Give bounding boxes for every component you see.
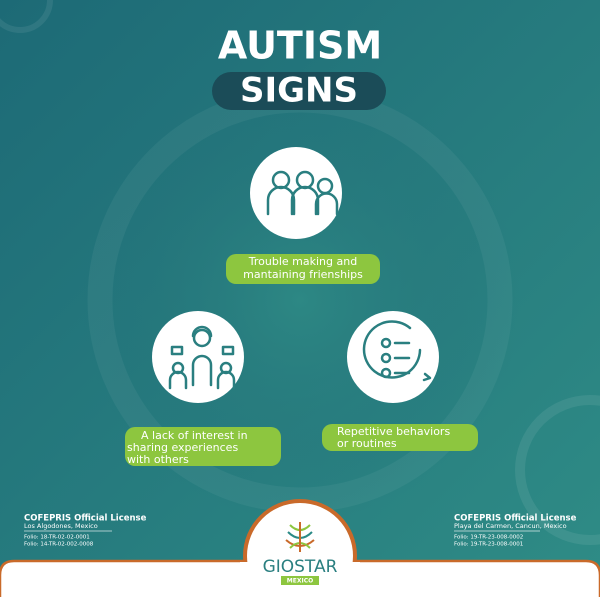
license-folio: Folio: 14-TR-02-002-0008: [24, 542, 94, 548]
routine-icon: [362, 320, 432, 382]
title: SIGNS: [240, 71, 358, 111]
label-pill: [226, 254, 380, 284]
sign-label: Repetitive behaviors: [337, 425, 450, 438]
sign-label: Trouble making and: [248, 255, 357, 268]
sign-label: mantaining frienships: [243, 268, 363, 281]
logo-emblem: [285, 522, 315, 552]
logo-tag: [281, 576, 319, 585]
label-pill: [125, 427, 281, 466]
sign-label: or routines: [337, 437, 397, 450]
license-location: Playa del Carmen, Cancun, Mexico: [454, 522, 567, 530]
sign-label: sharing experiences: [127, 441, 238, 454]
license-title: COFEPRIS Official License: [24, 514, 147, 524]
title: AUTISM: [218, 24, 382, 68]
friends-icon: [266, 170, 339, 216]
logo-country: MEXICO: [287, 578, 313, 585]
license-folio: Folio: 18-TR-02-02-0001: [24, 535, 90, 541]
license-location: Los Algodones, Mexico: [24, 522, 98, 530]
deco-ring: [0, 0, 53, 33]
sign-label: with others: [127, 453, 189, 466]
license-folio: Folio: 19-TR-23-008-0001: [454, 542, 523, 548]
icon-circle: [250, 147, 342, 239]
license-folio: Folio: 19-TR-23-008-0002: [454, 535, 523, 541]
glow: [80, 80, 520, 520]
logo-name: GIOSTAR: [263, 557, 338, 577]
icon-circle: [347, 311, 439, 403]
title-pill: [212, 72, 386, 110]
isolation-icon: [168, 325, 236, 390]
sign-label: A lack of interest in: [141, 429, 248, 442]
deco-ring: [515, 395, 600, 545]
label-pill: [322, 424, 478, 451]
license-title: COFEPRIS Official License: [454, 514, 577, 524]
